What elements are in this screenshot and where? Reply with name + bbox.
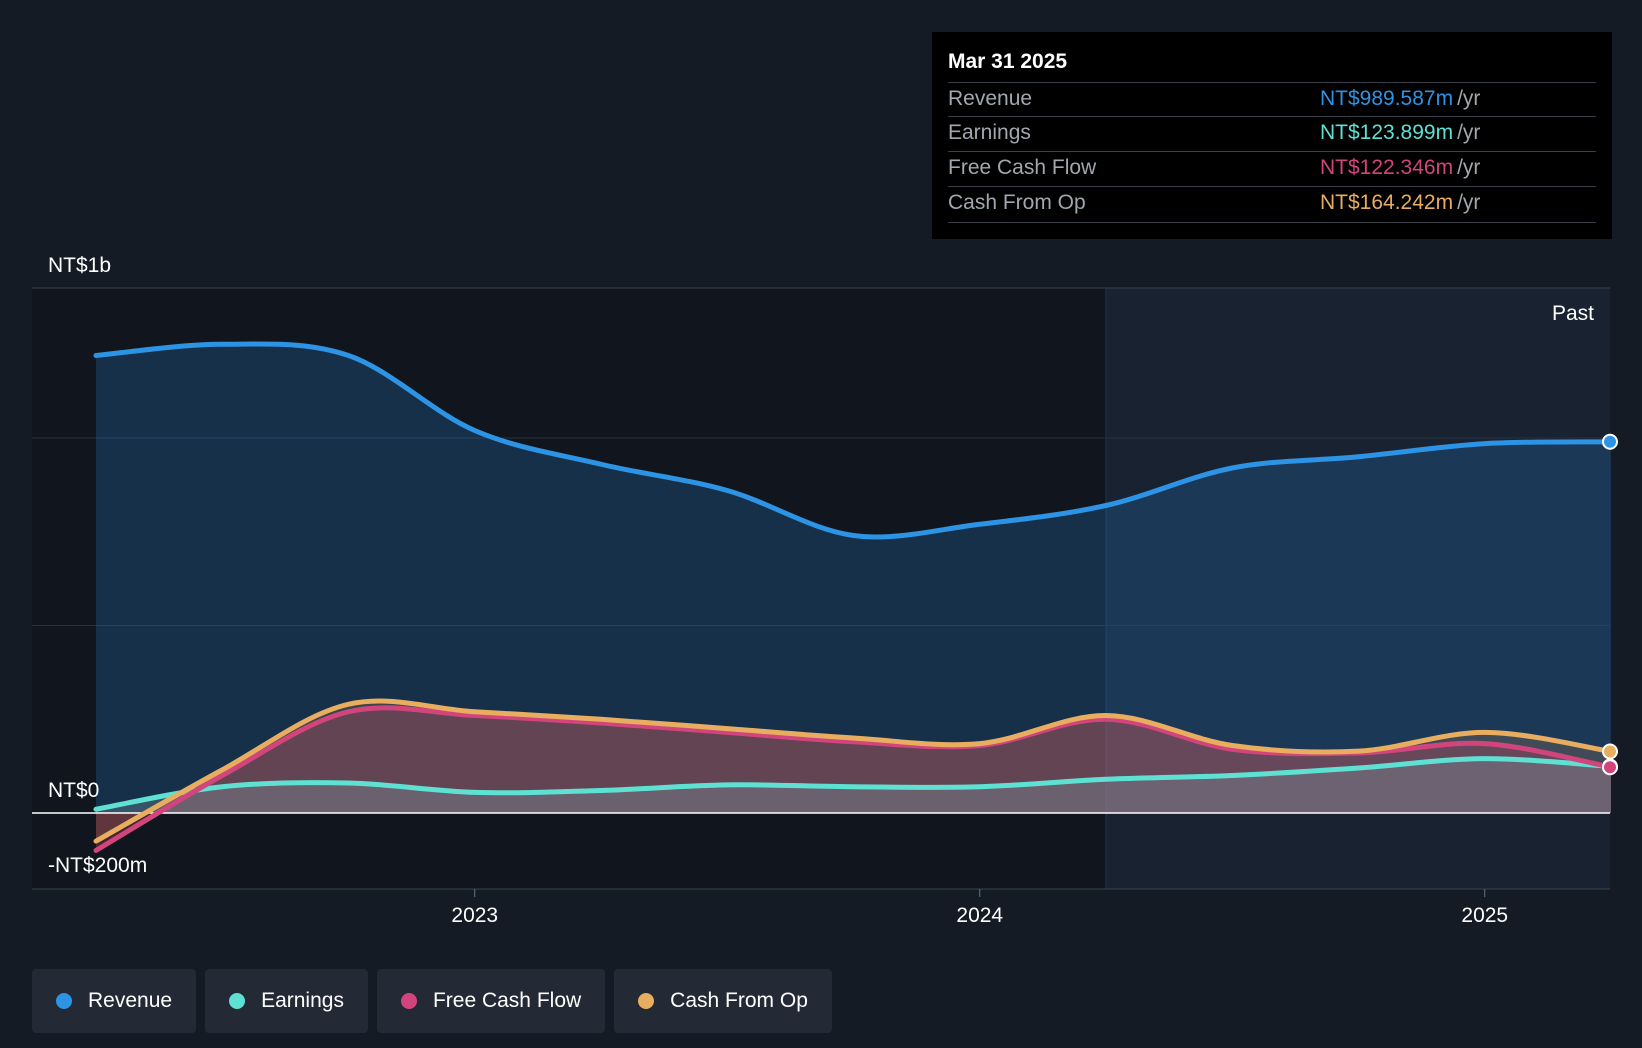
past-highlight-region [1106, 288, 1610, 889]
revenue-dot-icon [56, 993, 72, 1009]
free-cash-flow-dot-icon [400, 993, 417, 1009]
tooltip: Mar 31 2025 Revenue NT$989.587m/yr Earni… [932, 32, 1612, 239]
cash-from-op-area [96, 700, 1611, 842]
x-tick-label: 2023 [451, 904, 498, 927]
earnings-dot-icon [229, 993, 246, 1009]
legend: Revenue Earnings Free Cash Flow Cash Fro… [32, 969, 832, 1033]
cash-from-op-line [93, 698, 1614, 844]
tooltip-value: NT$123.899m/yr [1320, 121, 1481, 144]
y-axis-label-zero: NT$0 [48, 779, 99, 802]
past-label: Past [1552, 302, 1594, 325]
tooltip-label: Free Cash Flow [948, 156, 1097, 179]
legend-item-revenue[interactable]: Revenue [32, 969, 197, 1033]
tooltip-date: Mar 31 2025 [948, 50, 1068, 73]
tooltip-value: NT$164.242m/yr [1320, 191, 1481, 214]
tooltip-label: Revenue [948, 87, 1033, 110]
x-tick-label: 2024 [956, 904, 1003, 927]
legend-label: Earnings [261, 989, 344, 1012]
tooltip-row-free-cash-flow: Free Cash Flow NT$122.346m/yr [948, 151, 1596, 186]
tooltip-divider [948, 222, 1596, 223]
cash-from-op-dot-icon [638, 993, 655, 1009]
revenue-end-point [1602, 433, 1618, 450]
cash-from-op-end-point [1602, 743, 1618, 760]
legend-label: Cash From Op [670, 989, 808, 1012]
revenue-line [93, 341, 1614, 540]
y-axis-label-top: NT$1b [48, 254, 111, 277]
legend-item-earnings[interactable]: Earnings [205, 969, 368, 1033]
tooltip-label: Cash From Op [948, 191, 1086, 214]
y-axis-label-bottom: -NT$200m [48, 854, 147, 877]
free-cash-flow-area [96, 707, 1611, 851]
tooltip-value: NT$989.587m/yr [1320, 87, 1481, 110]
legend-item-free-cash-flow[interactable]: Free Cash Flow [376, 969, 606, 1033]
revenue-area [96, 343, 1611, 813]
tooltip-row-earnings: Earnings NT$123.899m/yr [948, 116, 1596, 151]
tooltip-label: Earnings [948, 121, 1031, 144]
x-tick-label: 2025 [1461, 904, 1508, 927]
tooltip-value: NT$122.346m/yr [1320, 156, 1481, 179]
earnings-area [96, 758, 1611, 813]
legend-label: Revenue [88, 989, 173, 1012]
legend-item-cash-from-op[interactable]: Cash From Op [614, 969, 832, 1033]
tooltip-row-revenue: Revenue NT$989.587m/yr [948, 82, 1596, 117]
earnings-line [93, 756, 1614, 812]
legend-label: Free Cash Flow [432, 989, 582, 1012]
tooltip-row-cash-from-op: Cash From Op NT$164.242m/yr [948, 186, 1596, 221]
free-cash-flow-end-point [1602, 759, 1618, 776]
